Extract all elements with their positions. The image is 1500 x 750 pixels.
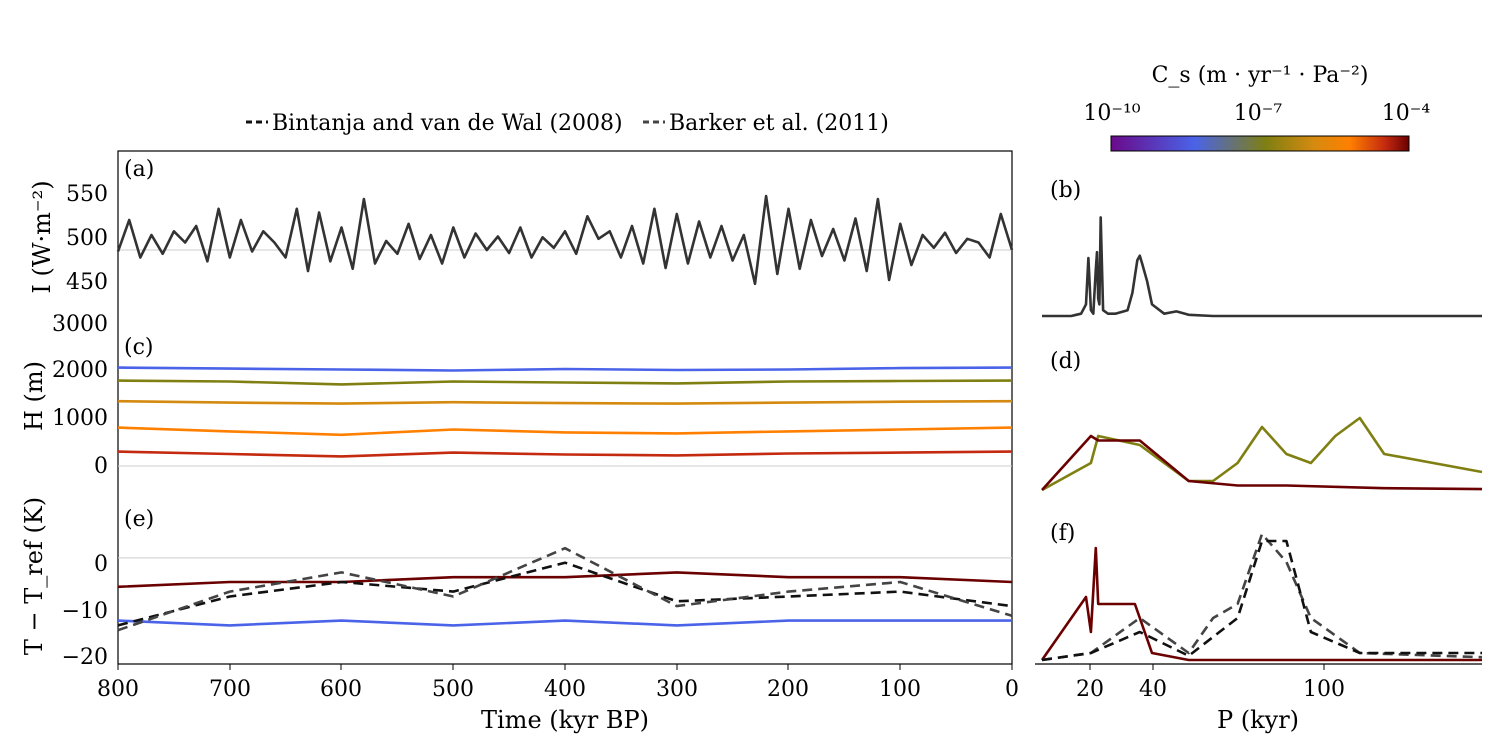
left-panels: (a) (c) (e) 550 500 450 3000 2000 1000 0… [20,150,1019,734]
c-tick-0: 0 [94,454,108,479]
xlabel-period: P (kyr) [1217,706,1299,734]
series-line-e-3 [117,546,1013,632]
period-tick-100: 100 [1303,677,1345,702]
legend: Bintanja and van de Wal (2008) Barker et… [246,111,889,136]
series-line-d-1 [1041,434,1483,491]
colorbar: C_s (m · yr⁻¹ · Pa⁻²) 10⁻¹⁰ 10⁻⁷ 10⁻⁴ [1083,63,1431,152]
series-line-b-0 [1042,216,1482,318]
panel-label-e: (e) [124,507,154,532]
a-tick-550: 550 [66,182,108,207]
xlabel-time: Time (kyr BP) [481,706,649,734]
panel-label-f: (f) [1050,521,1075,546]
ylabel-a: I (W·m⁻²) [28,180,56,293]
time-tick-100: 100 [879,677,921,702]
a-tick-500: 500 [66,226,108,251]
panel-label-c: (c) [124,335,154,360]
time-tick-500: 500 [432,677,474,702]
time-tick-200: 200 [767,677,809,702]
series-line-e-1 [117,619,1012,627]
e-tick-neg10: −10 [62,599,108,624]
panel-label-a: (a) [124,157,154,182]
colorbar-tick-0: 10⁻¹⁰ [1083,101,1140,126]
ylabel-c: H (m) [20,361,48,431]
series-line-d-0 [1041,416,1483,492]
c-tick-2000: 2000 [52,358,108,383]
e-tick-neg20: −20 [62,645,108,670]
ylabel-e: T − T_ref (K) [20,497,48,655]
time-tick-600: 600 [320,677,362,702]
legend-label-bintanja: Bintanja and van de Wal (2008) [272,111,623,136]
colorbar-tick-2: 10⁻⁴ [1382,101,1431,126]
series-line-c-3 [117,426,1013,437]
series-line-e-0 [117,571,1013,589]
series-line-f-2 [1041,539,1482,662]
series-line-c-2 [117,399,1013,405]
time-ticks: 800 700 600 500 400 300 200 100 0 [97,664,1019,702]
series-line-f-1 [1041,532,1483,662]
time-tick-800: 800 [97,677,139,702]
a-tick-450: 450 [66,270,108,295]
series-line-a-0 [116,194,1014,286]
colorbar-label: C_s (m · yr⁻¹ · Pa⁻²) [1152,63,1369,88]
series-line-c-4 [117,450,1013,458]
left-axes-frame [117,150,1013,665]
e-tick-0: 0 [94,552,108,577]
legend-label-barker: Barker et al. (2011) [669,111,889,136]
colorbar-gradient [1110,135,1410,152]
colorbar-tick-1: 10⁻⁷ [1234,101,1283,126]
time-tick-700: 700 [209,677,251,702]
time-tick-0: 0 [1005,677,1019,702]
period-tick-20: 20 [1076,677,1104,702]
series-line-e-2 [117,561,1013,627]
plot-layer [116,194,1483,662]
panel-label-b: (b) [1050,178,1081,203]
time-tick-400: 400 [544,677,586,702]
series-line-f-0 [1040,546,1482,662]
series-line-c-0 [117,366,1013,372]
series-line-c-1 [117,379,1013,386]
right-panels: (b) (d) (f) 20 40 100 P (kyr) [1035,178,1482,734]
panel-label-d: (d) [1050,349,1081,374]
c-tick-1000: 1000 [52,406,108,431]
time-tick-300: 300 [656,677,698,702]
period-tick-40: 40 [1139,677,1167,702]
c-tick-3000: 3000 [52,312,108,337]
